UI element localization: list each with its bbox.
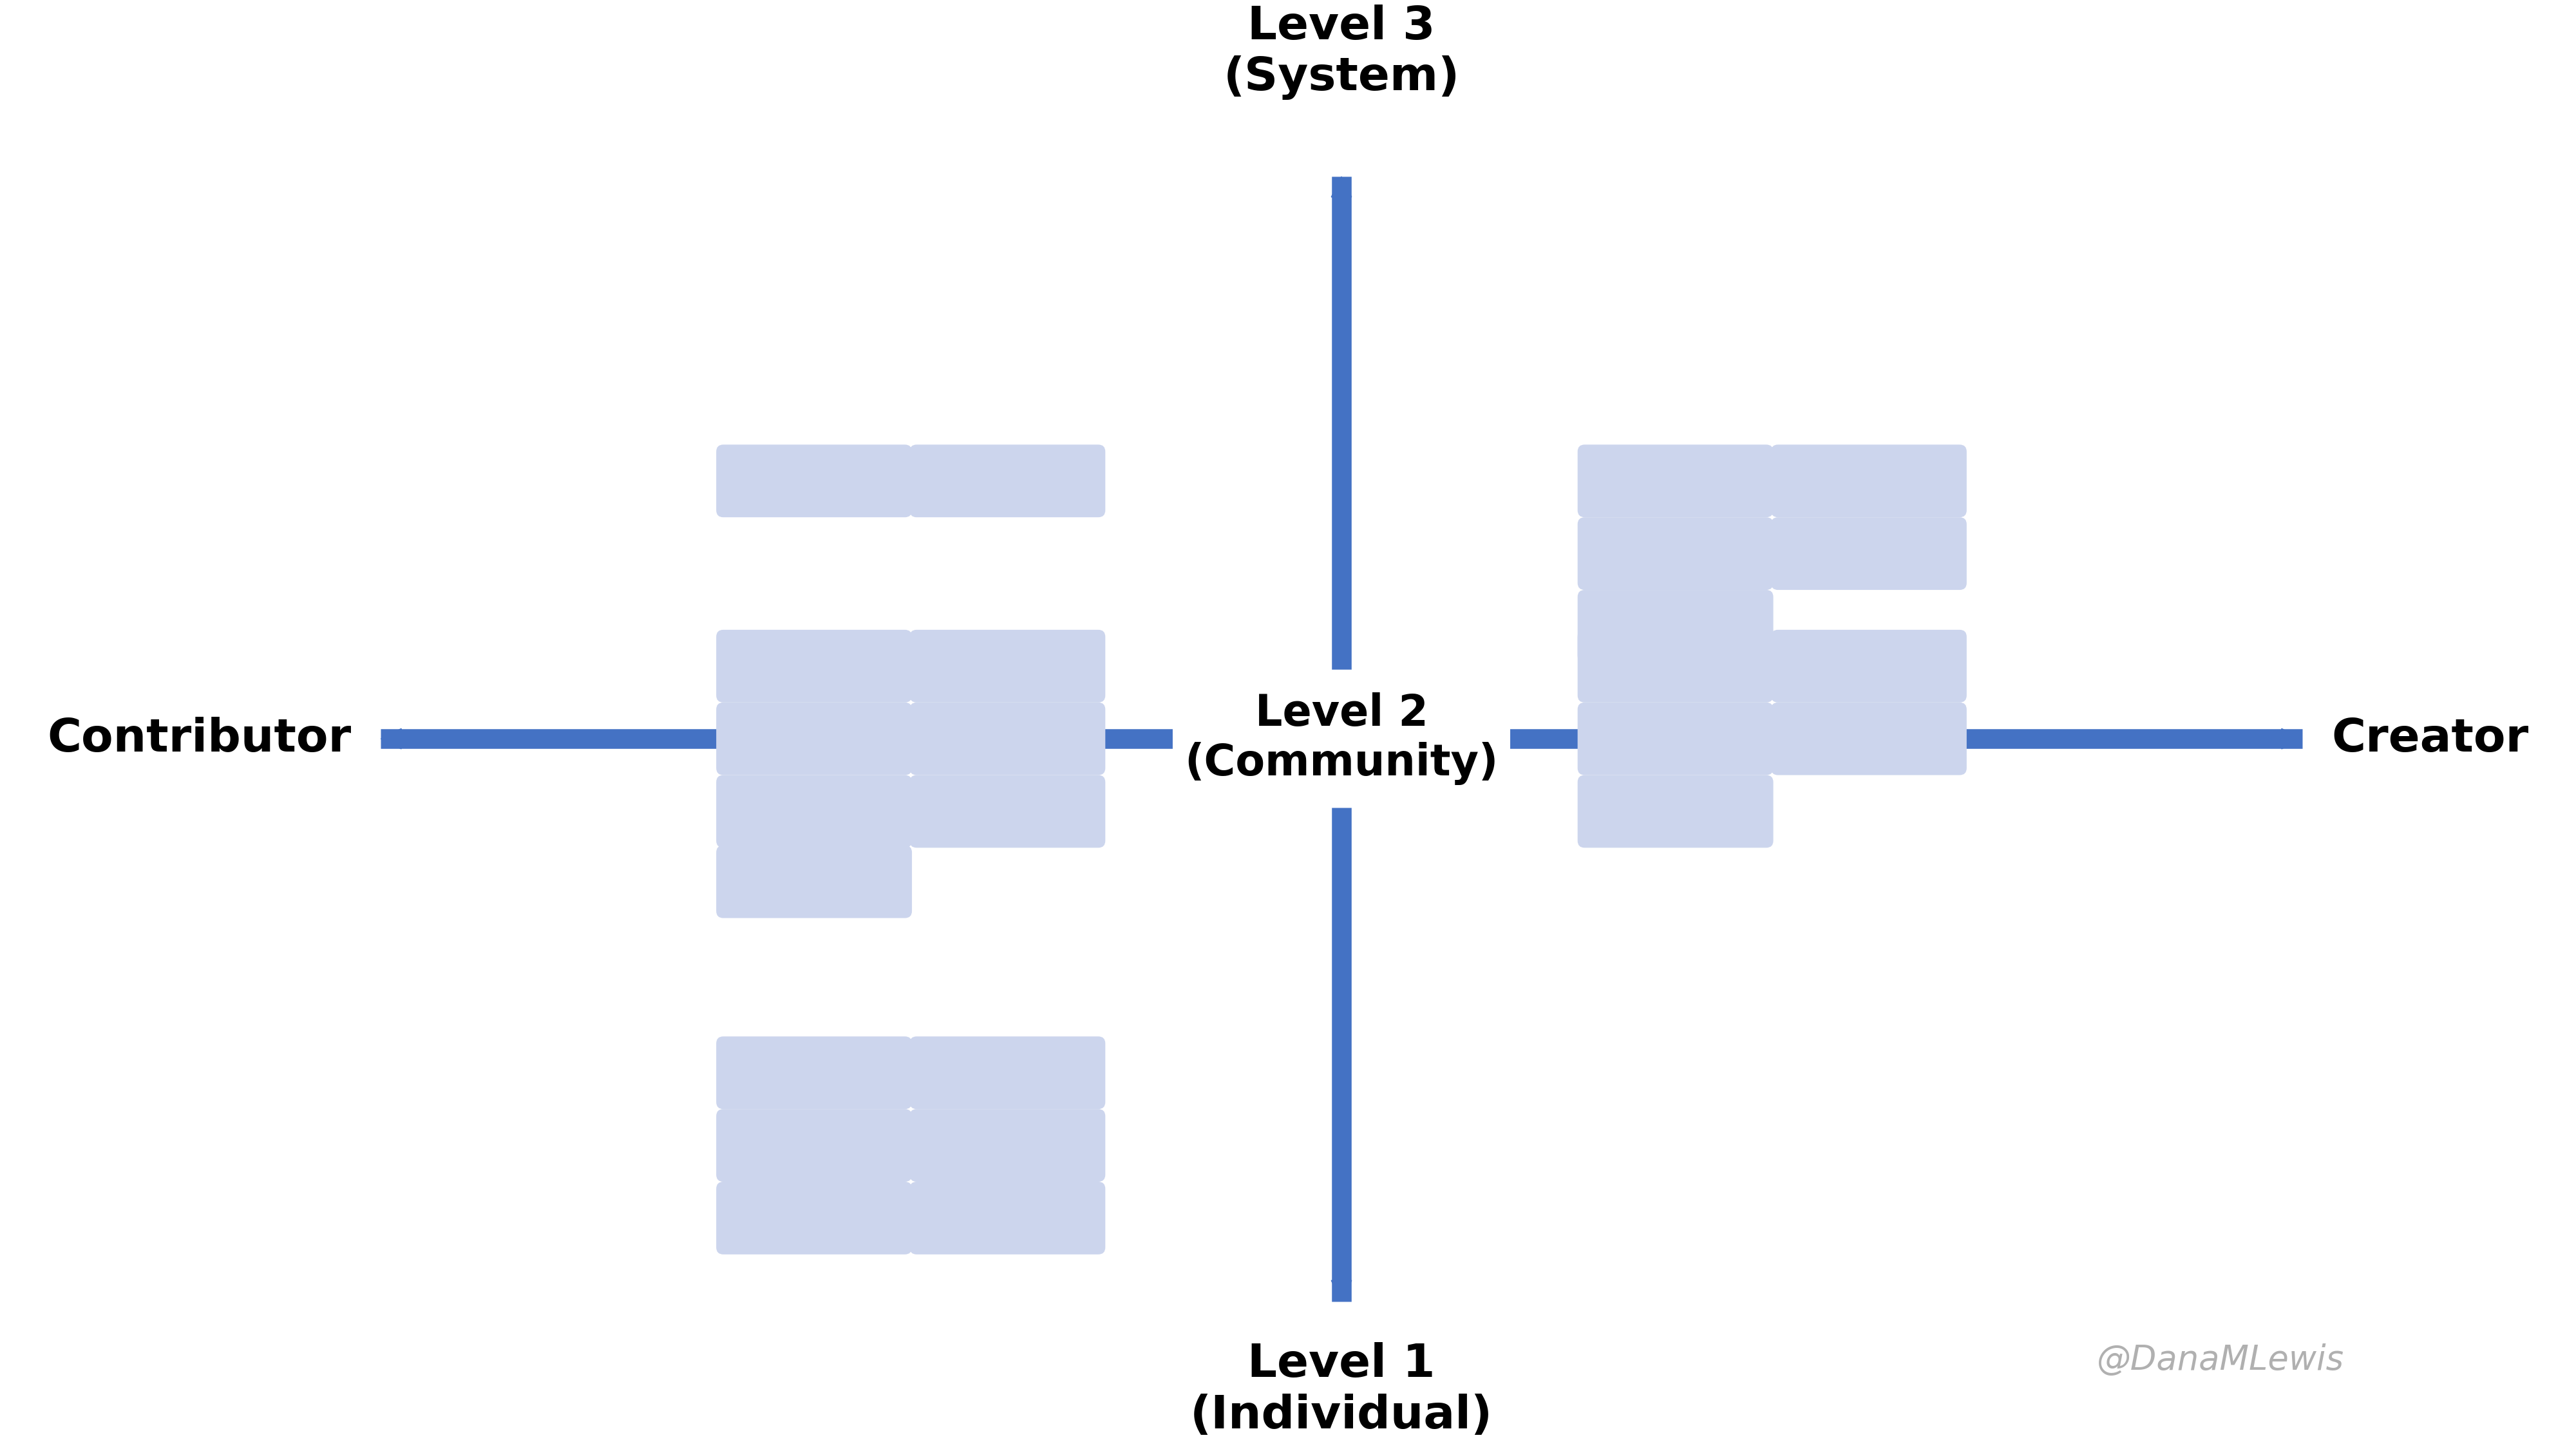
Text: Creator: Creator	[2331, 717, 2530, 761]
FancyBboxPatch shape	[909, 630, 1105, 703]
Text: Level 1
(Individual): Level 1 (Individual)	[1190, 1342, 1494, 1437]
FancyBboxPatch shape	[716, 703, 912, 775]
FancyBboxPatch shape	[1770, 630, 1965, 703]
Text: @DanaMLewis: @DanaMLewis	[2097, 1343, 2344, 1377]
FancyBboxPatch shape	[1577, 775, 1772, 848]
FancyBboxPatch shape	[1577, 445, 1772, 517]
FancyBboxPatch shape	[716, 1182, 912, 1255]
FancyBboxPatch shape	[909, 445, 1105, 517]
FancyBboxPatch shape	[1577, 630, 1772, 703]
Text: Level 2
(Community): Level 2 (Community)	[1185, 693, 1499, 785]
FancyBboxPatch shape	[1770, 445, 1965, 517]
FancyBboxPatch shape	[909, 1108, 1105, 1182]
FancyBboxPatch shape	[1577, 703, 1772, 775]
FancyBboxPatch shape	[716, 845, 912, 919]
FancyBboxPatch shape	[716, 445, 912, 517]
Text: Level 3
(System): Level 3 (System)	[1224, 4, 1461, 100]
FancyBboxPatch shape	[909, 775, 1105, 848]
FancyBboxPatch shape	[909, 1036, 1105, 1108]
FancyBboxPatch shape	[1577, 590, 1772, 662]
FancyBboxPatch shape	[716, 775, 912, 848]
FancyBboxPatch shape	[1770, 517, 1965, 590]
FancyBboxPatch shape	[716, 1108, 912, 1182]
FancyBboxPatch shape	[1770, 703, 1965, 775]
Text: Contributor: Contributor	[46, 717, 350, 761]
FancyBboxPatch shape	[909, 703, 1105, 775]
FancyBboxPatch shape	[716, 630, 912, 703]
FancyBboxPatch shape	[1172, 669, 1510, 809]
FancyBboxPatch shape	[716, 1036, 912, 1108]
FancyBboxPatch shape	[1577, 517, 1772, 590]
FancyBboxPatch shape	[909, 1182, 1105, 1255]
